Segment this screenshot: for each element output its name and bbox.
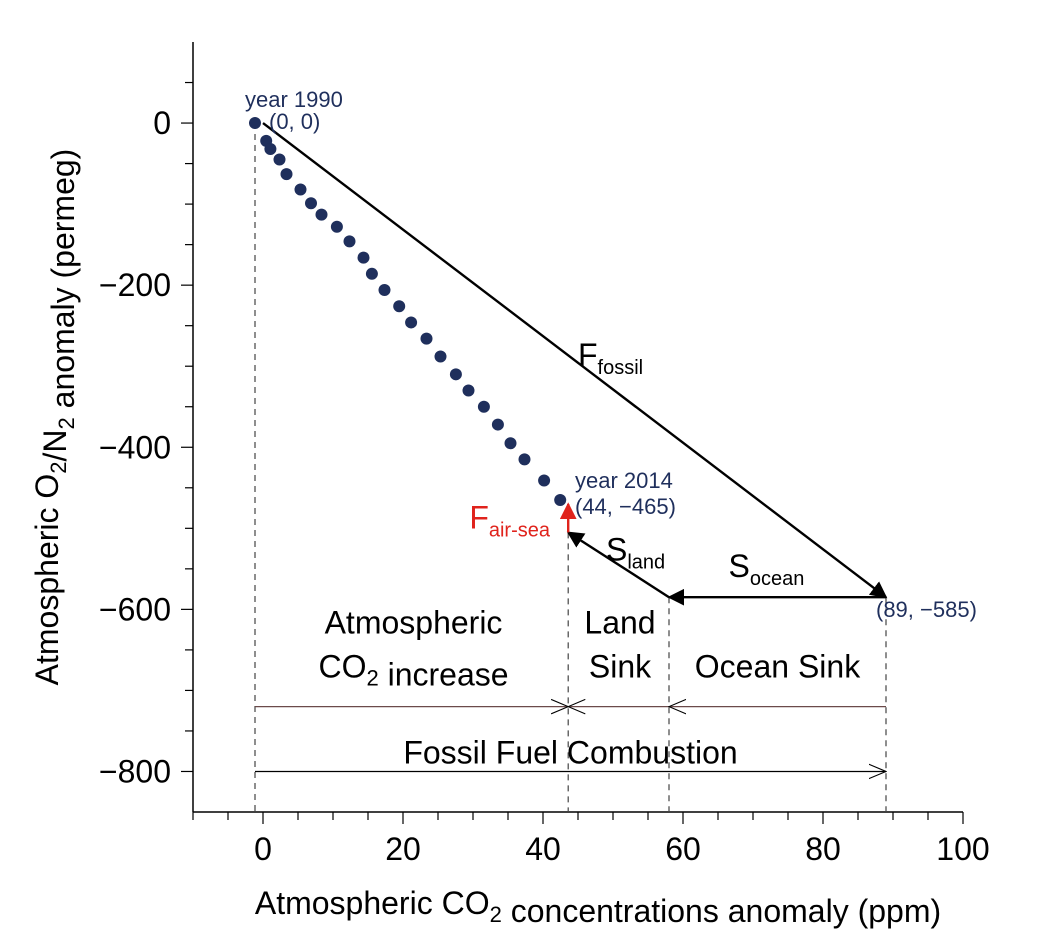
region-label-line1: Land — [584, 605, 655, 641]
region-label-line2: CO2 increase — [318, 648, 508, 692]
year-label-2014: year 2014 — [575, 468, 673, 493]
coord-label-1990: (0, 0) — [269, 109, 320, 134]
data-point — [434, 350, 447, 363]
data-point — [357, 251, 370, 264]
y-tick-label: 0 — [153, 105, 171, 141]
region-label-line2: Ocean Sink — [695, 648, 861, 684]
annotations: Fossil Fuel Combustion Atmospheric CO2 inc… — [245, 87, 977, 770]
data-point — [554, 493, 567, 506]
coord-label-2014: (44, −465) — [575, 494, 676, 519]
guide-lines — [254, 123, 886, 812]
data-point — [315, 208, 328, 221]
flux-arrows — [262, 122, 888, 606]
data-point — [518, 453, 531, 466]
x-tick-label: 100 — [936, 831, 989, 867]
data-point — [273, 153, 286, 166]
data-point — [393, 300, 406, 313]
x-axis-title: Atmospheric CO2 concentrations anomaly (… — [255, 885, 941, 929]
data-point — [538, 474, 551, 487]
data-point — [420, 332, 433, 345]
axes: 0 20 40 60 80 100 0 −200 −400 −600 −800 Atmospheric… — [29, 42, 990, 929]
data-points — [249, 117, 567, 506]
y-tick-label: −800 — [99, 753, 171, 789]
data-point — [449, 368, 462, 381]
coord-label-endpoint: (89, −585) — [876, 597, 977, 622]
x-tick-label: 80 — [805, 831, 841, 867]
flux-arrow-s-land — [566, 531, 670, 599]
flux-arrow-f-fossil — [262, 122, 888, 599]
data-point — [462, 384, 475, 397]
y-tick-label: −600 — [99, 591, 171, 627]
data-point — [378, 284, 391, 297]
data-point — [491, 418, 504, 431]
data-point — [249, 117, 261, 130]
y-tick-label: −200 — [99, 267, 171, 303]
data-point — [305, 197, 317, 210]
data-point — [504, 437, 517, 450]
year-label-1990: year 1990 — [245, 87, 343, 112]
data-point — [330, 220, 343, 233]
region-label-line1: Atmospheric — [325, 605, 503, 641]
data-point — [405, 316, 418, 329]
x-tick-label: 20 — [385, 831, 421, 867]
x-tick-label: 40 — [525, 831, 561, 867]
region-label-line2: Sink — [589, 648, 652, 684]
y-tick-label: −400 — [99, 429, 171, 465]
x-tick-label: 60 — [665, 831, 701, 867]
data-point — [294, 183, 307, 196]
flux-label-s-ocean: Socean — [729, 548, 805, 590]
data-point — [264, 142, 277, 155]
data-point — [365, 267, 378, 280]
fossil-total-label: Fossil Fuel Combustion — [403, 734, 737, 770]
x-tick-label: 0 — [254, 831, 272, 867]
flux-label-f-fossil: Ffossil — [578, 337, 643, 379]
data-point — [280, 168, 293, 181]
data-point — [477, 400, 490, 413]
flux-label-f-air-sea: Fair-sea — [469, 499, 551, 541]
data-point — [343, 235, 356, 248]
flux-label-s-land: Sland — [606, 532, 665, 574]
y-axis-title: Atmospheric O2/N2 anomaly (permeg) — [29, 149, 81, 686]
y-axis-title-group: Atmospheric O2/N2 anomaly (permeg) — [29, 149, 81, 686]
